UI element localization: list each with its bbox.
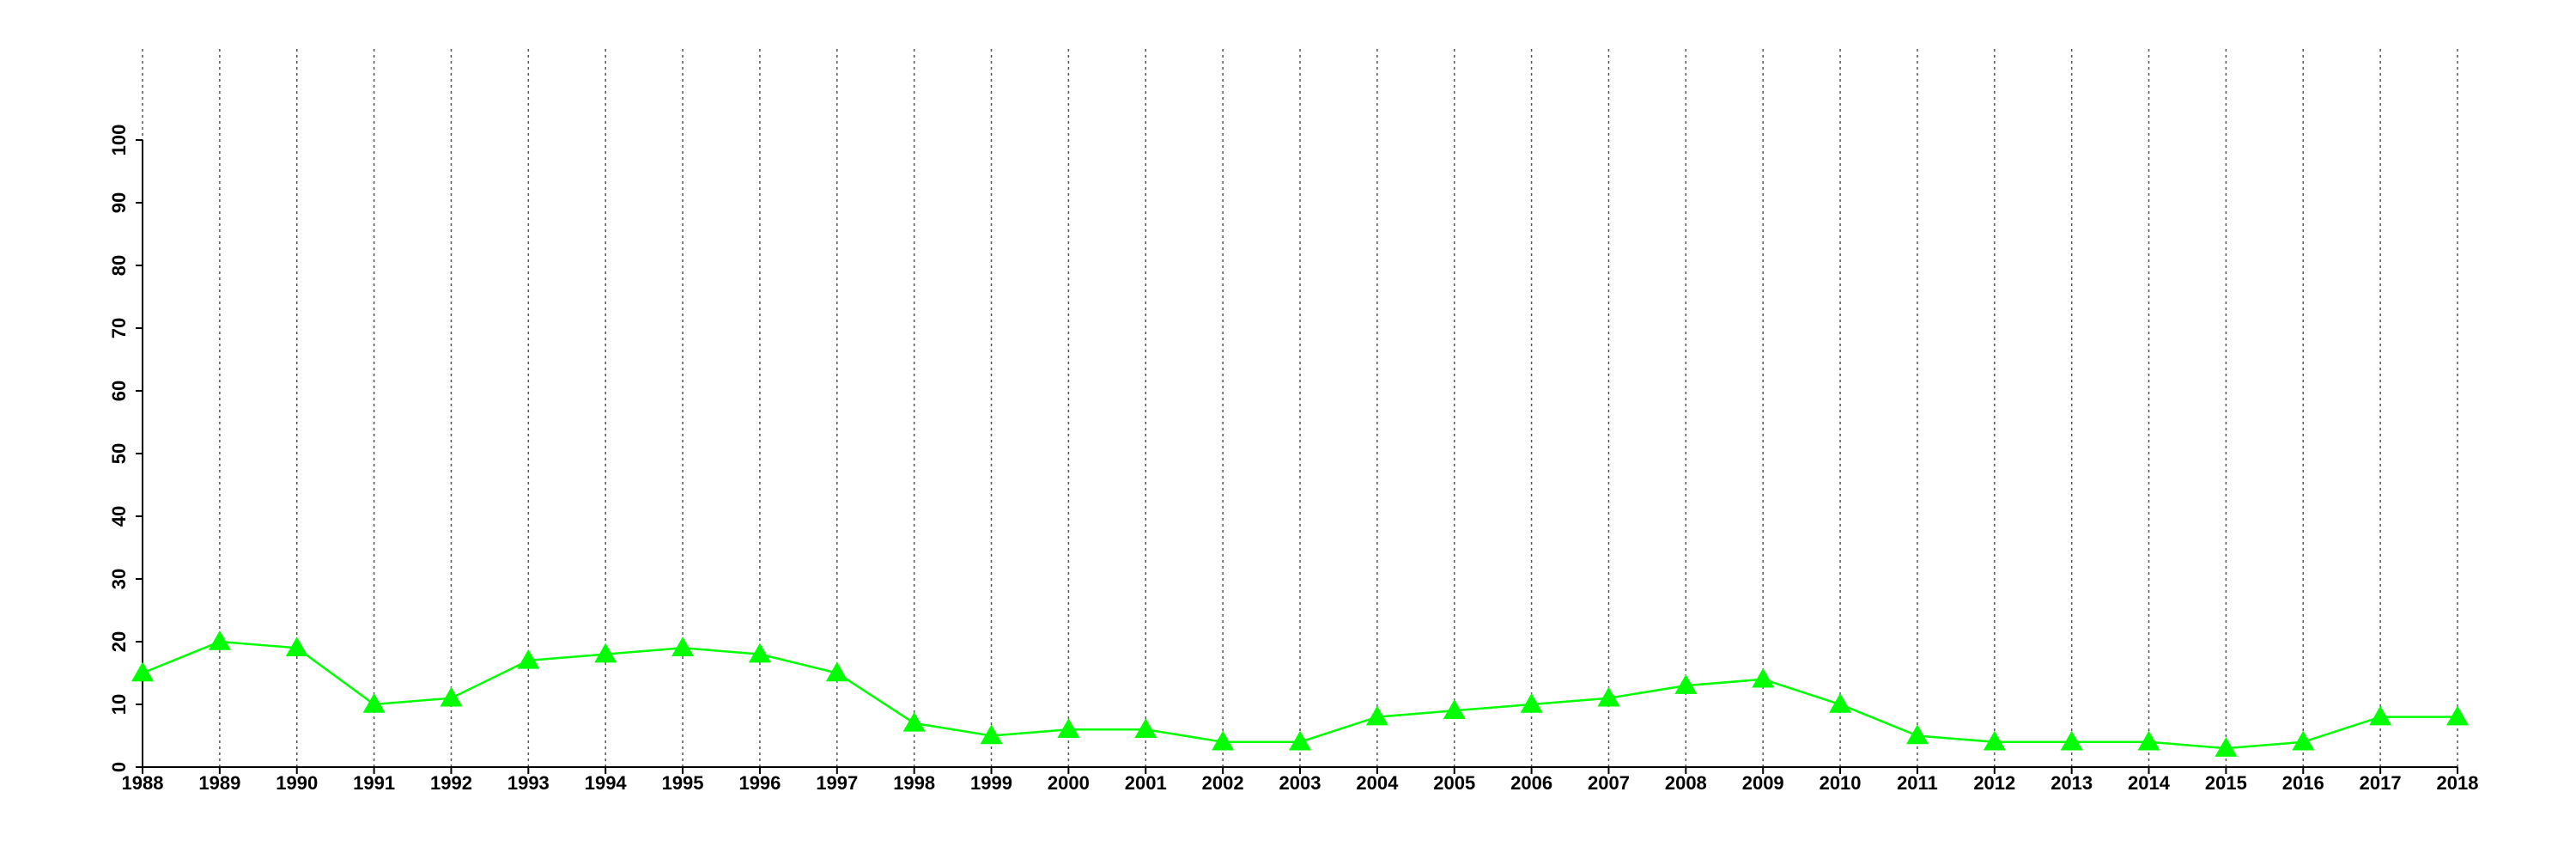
- x-tick-label: 1995: [662, 772, 704, 794]
- x-tick-label: 2004: [1356, 772, 1399, 794]
- x-tick-label: 1992: [430, 772, 472, 794]
- y-tick-label: 20: [108, 631, 130, 652]
- marker: [1443, 699, 1466, 720]
- y-tick-label: 30: [108, 569, 130, 589]
- marker: [1983, 730, 2006, 751]
- marker: [748, 643, 771, 663]
- x-tick-label: 2009: [1742, 772, 1784, 794]
- marker: [1829, 693, 1852, 713]
- y-tick-label: 0: [108, 762, 130, 772]
- marker: [1597, 686, 1620, 707]
- y-tick-label: 80: [108, 255, 130, 276]
- y-tick-label: 60: [108, 381, 130, 401]
- x-tick-label: 2012: [1973, 772, 2015, 794]
- x-tick-label: 2007: [1588, 772, 1630, 794]
- marker: [671, 637, 695, 657]
- x-tick-label: 2017: [2360, 772, 2402, 794]
- x-tick-label: 2016: [2282, 772, 2324, 794]
- x-tick-label: 2011: [1897, 772, 1938, 794]
- marker: [285, 637, 308, 657]
- x-tick-label: 1998: [893, 772, 935, 794]
- x-tick-label: 2003: [1279, 772, 1321, 794]
- x-tick-label: 2013: [2050, 772, 2093, 794]
- marker: [2215, 737, 2238, 757]
- x-tick-label: 2002: [1202, 772, 1244, 794]
- marker: [1365, 705, 1388, 726]
- y-tick-label: 50: [108, 443, 130, 464]
- marker: [1289, 730, 1311, 751]
- marker: [2137, 730, 2160, 751]
- marker: [2369, 705, 2392, 726]
- x-tick-label: 2006: [1510, 772, 1552, 794]
- marker: [2060, 730, 2083, 751]
- marker: [362, 693, 386, 713]
- x-tick-label: 2005: [1433, 772, 1475, 794]
- marker: [1674, 674, 1698, 694]
- marker: [1520, 693, 1543, 713]
- x-tick-label: 1996: [738, 772, 781, 794]
- marker: [2292, 730, 2315, 751]
- marker: [2446, 705, 2469, 726]
- x-tick-label: 2000: [1048, 772, 1090, 794]
- x-tick-label: 1994: [585, 772, 628, 794]
- x-tick-label: 2015: [2205, 772, 2247, 794]
- y-tick-label: 90: [108, 192, 130, 213]
- x-tick-label: 2014: [2128, 772, 2171, 794]
- marker: [1752, 667, 1775, 688]
- marker: [1905, 724, 1929, 745]
- marker: [1134, 718, 1157, 738]
- y-tick-label: 10: [108, 694, 130, 715]
- x-tick-label: 1990: [276, 772, 318, 794]
- marker: [980, 724, 1003, 745]
- marker: [1057, 718, 1080, 738]
- x-tick-label: 1999: [970, 772, 1012, 794]
- y-tick-label: 70: [108, 318, 130, 338]
- x-tick-label: 2008: [1665, 772, 1707, 794]
- y-tick-label: 100: [108, 125, 130, 156]
- x-tick-label: 2018: [2437, 772, 2479, 794]
- marker: [902, 711, 926, 732]
- y-tick-label: 40: [108, 506, 130, 527]
- x-tick-label: 2010: [1820, 772, 1862, 794]
- x-tick-label: 1988: [122, 772, 164, 794]
- x-tick-label: 1993: [507, 772, 550, 794]
- x-tick-label: 1989: [198, 772, 240, 794]
- marker: [825, 661, 848, 682]
- marker: [517, 649, 540, 669]
- marker: [208, 631, 231, 650]
- marker: [594, 643, 617, 663]
- x-tick-label: 1997: [816, 772, 858, 794]
- marker: [131, 661, 154, 682]
- x-tick-label: 2001: [1125, 772, 1167, 794]
- x-tick-label: 1991: [353, 772, 395, 794]
- marker: [440, 686, 463, 707]
- marker: [1212, 730, 1235, 751]
